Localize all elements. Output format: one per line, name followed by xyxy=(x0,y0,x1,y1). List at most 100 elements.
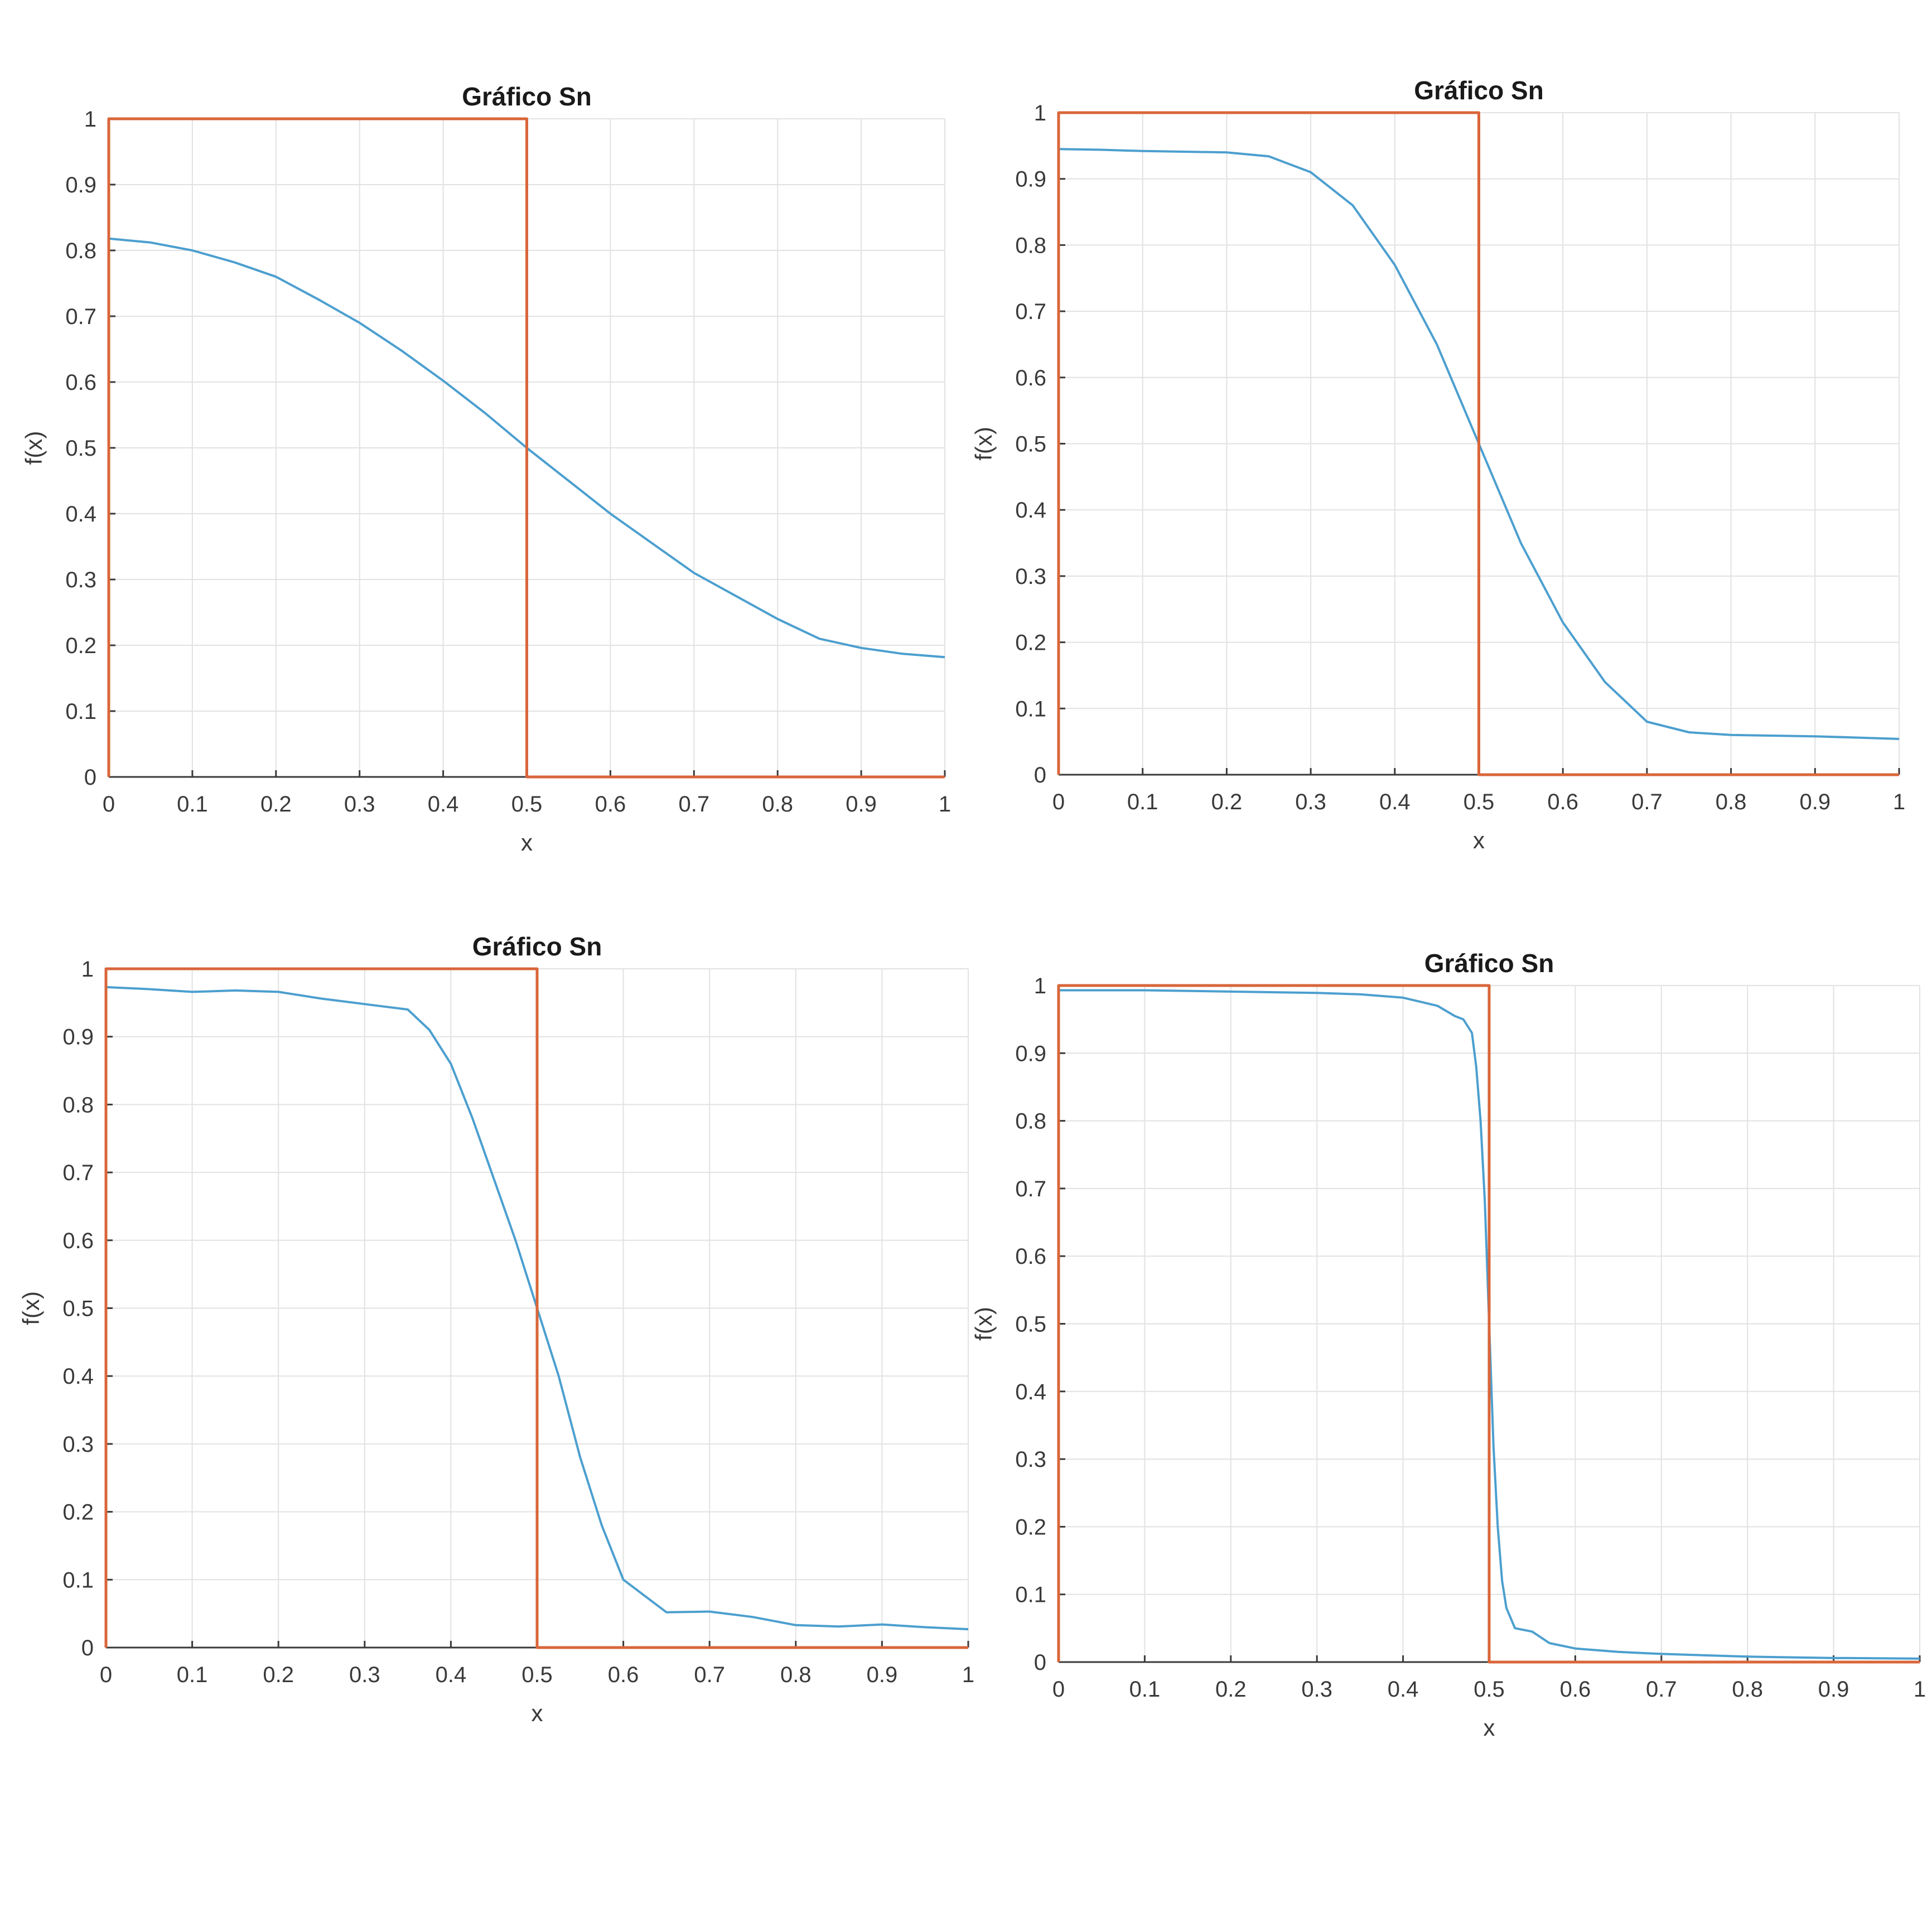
chart-panel-bottom-left: 0 0.1 0.2 0.3 0.4 0.5 0.6 0.7 0.8 0.9 1 0 0.1 0.2 0.3 0… xyxy=(18,932,974,1726)
chart1-x-tick-label-10: 1 xyxy=(939,792,951,817)
chart2-x-tick-label-6: 0.6 xyxy=(1547,790,1578,814)
chart4-x-tick-label-0: 0 xyxy=(1052,1677,1065,1702)
chart2-x-tick-label-9: 0.9 xyxy=(1799,790,1830,814)
chart4-y-axis-label: f(x) xyxy=(970,1307,997,1341)
chart1-x-tick-label-1: 0.1 xyxy=(177,792,208,817)
chart4-x-tick-label-8: 0.8 xyxy=(1732,1677,1763,1702)
chart2-y-tick-label-0: 0 xyxy=(1034,763,1046,788)
chart3-x-tick-label-2: 0.2 xyxy=(263,1663,294,1687)
chart4-x-axis-label: x xyxy=(1484,1714,1495,1741)
chart3-y-tick-label-2: 0.2 xyxy=(62,1500,94,1525)
chart2-x-tick-label-2: 0.2 xyxy=(1211,790,1243,814)
chart3-x-tick-label-9: 0.9 xyxy=(867,1663,898,1687)
chart3-y-tick-label-6: 0.6 xyxy=(62,1229,94,1253)
chart3-approximation-line xyxy=(105,986,969,1631)
chart2-y-tick-label-6: 0.6 xyxy=(1015,366,1046,390)
chart2-y-tick-label-10: 1 xyxy=(1034,101,1046,125)
chart3-y-tick-label-8: 0.8 xyxy=(62,1093,94,1117)
chart2-y-tick-label-3: 0.3 xyxy=(1015,564,1046,589)
chart1-step-function-line xyxy=(107,117,945,779)
chart1-y-tick-label-5: 0.5 xyxy=(65,436,96,461)
chart3-x-tick-label-5: 0.5 xyxy=(521,1663,553,1687)
chart2-y-tick-label-2: 0.2 xyxy=(1015,631,1046,655)
chart4-y-tick-label-5: 0.5 xyxy=(1015,1312,1046,1337)
chart3-y-tick-label-0: 0 xyxy=(81,1636,94,1660)
chart1-y-tick-label-3: 0.3 xyxy=(65,568,96,592)
chart2-y-axis-label: f(x) xyxy=(970,427,997,461)
chart2-step-function-line xyxy=(1057,111,1899,776)
chart2-x-tick-label-10: 1 xyxy=(1893,790,1905,814)
chart2-y-tick-label-5: 0.5 xyxy=(1015,432,1046,457)
chart1-y-tick-label-2: 0.2 xyxy=(65,634,96,658)
chart2-x-tick-label-3: 0.3 xyxy=(1295,790,1326,814)
chart1-x-tick-label-3: 0.3 xyxy=(344,792,375,817)
chart4-step-function-line xyxy=(1057,984,1920,1664)
chart1-y-tick-label-9: 0.9 xyxy=(65,173,96,197)
chart4-approximation-line xyxy=(1059,989,1920,1660)
chart3-y-tick-label-1: 0.1 xyxy=(62,1568,94,1592)
chart1-x-tick-label-0: 0 xyxy=(103,792,115,817)
chart4-y-tick-label-6: 0.6 xyxy=(1015,1244,1046,1269)
chart1-x-tick-label-9: 0.9 xyxy=(846,792,877,817)
chart4-x-tick-label-9: 0.9 xyxy=(1818,1677,1849,1702)
chart2-x-tick-label-0: 0 xyxy=(1052,790,1065,814)
chart-panel-bottom-right: 0 0.1 0.2 0.3 0.4 0.5 0.6 0.7 0.8 0.9 1 0 0.1 0.2 0.3 0… xyxy=(970,949,1926,1741)
chart1-y-tick-label-4: 0.4 xyxy=(65,502,96,527)
chart4-y-tick-label-8: 0.8 xyxy=(1015,1109,1046,1134)
chart1-y-tick-label-1: 0.1 xyxy=(65,699,96,724)
chart1-x-tick-label-4: 0.4 xyxy=(428,792,459,817)
chart3-x-tick-label-0: 0 xyxy=(100,1663,112,1687)
chart3-x-tick-label-4: 0.4 xyxy=(436,1663,467,1687)
chart4-y-tick-label-4: 0.4 xyxy=(1015,1380,1046,1404)
chart3-x-tick-label-10: 1 xyxy=(962,1663,974,1687)
chart3-x-tick-label-7: 0.7 xyxy=(694,1663,725,1687)
chart4-x-tick-label-7: 0.7 xyxy=(1646,1677,1677,1702)
chart1-y-tick-label-7: 0.7 xyxy=(65,305,96,329)
chart3-x-tick-label-1: 0.1 xyxy=(177,1663,208,1687)
chart2-y-tick-label-1: 0.1 xyxy=(1015,697,1046,721)
chart3-y-axis-label: f(x) xyxy=(18,1291,44,1325)
chart4-y-tick-label-9: 0.9 xyxy=(1015,1041,1046,1066)
chart3-y-tick-label-9: 0.9 xyxy=(62,1025,94,1050)
chart-panel-top-left: 0 0.1 0.2 0.3 0.4 0.5 0.6 0.7 0.8 0.9 1 0 0.1 0.2 0.3 0… xyxy=(21,82,951,856)
chart4-x-tick-label-2: 0.2 xyxy=(1215,1677,1247,1702)
chart3-y-tick-label-10: 1 xyxy=(81,957,94,982)
chart2-x-tick-label-4: 0.4 xyxy=(1379,790,1411,814)
chart1-x-tick-label-5: 0.5 xyxy=(511,792,543,817)
chart1-x-tick-label-6: 0.6 xyxy=(595,792,626,817)
chart3-y-tick-label-3: 0.3 xyxy=(62,1432,94,1457)
chart3-x-tick-label-8: 0.8 xyxy=(780,1663,812,1687)
chart1-y-tick-label-10: 1 xyxy=(84,107,96,132)
chart2-x-tick-label-7: 0.7 xyxy=(1631,790,1663,814)
chart2-x-tick-label-8: 0.8 xyxy=(1716,790,1747,814)
chart1-x-tick-label-2: 0.2 xyxy=(260,792,292,817)
chart1-x-tick-label-8: 0.8 xyxy=(762,792,793,817)
chart1-title: Gráfico Sn xyxy=(462,82,592,111)
chart1-y-tick-label-8: 0.8 xyxy=(65,239,96,263)
chart4-x-tick-label-1: 0.1 xyxy=(1129,1677,1161,1702)
chart4-y-tick-label-0: 0 xyxy=(1034,1650,1046,1675)
chart2-y-tick-label-7: 0.7 xyxy=(1015,300,1046,324)
chart3-x-axis-label: x xyxy=(532,1700,543,1726)
chart2-x-tick-label-1: 0.1 xyxy=(1127,790,1158,814)
chart3-y-tick-label-5: 0.5 xyxy=(62,1297,94,1321)
chart1-x-tick-label-7: 0.7 xyxy=(678,792,709,817)
chart4-y-tick-label-3: 0.3 xyxy=(1015,1447,1046,1472)
chart2-y-tick-label-8: 0.8 xyxy=(1015,233,1046,258)
chart2-title: Gráfico Sn xyxy=(1414,76,1544,105)
chart4-x-tick-label-3: 0.3 xyxy=(1301,1677,1332,1702)
chart4-x-tick-label-6: 0.6 xyxy=(1560,1677,1591,1702)
chart2-x-tick-label-5: 0.5 xyxy=(1464,790,1495,814)
chart-panel-top-right: 0 0.1 0.2 0.3 0.4 0.5 0.6 0.7 0.8 0.9 1 0 0.1 0.2 0.3 0… xyxy=(970,76,1905,853)
chart4-y-tick-label-7: 0.7 xyxy=(1015,1177,1046,1201)
chart4-title: Gráfico Sn xyxy=(1424,949,1554,978)
chart4-y-tick-label-2: 0.2 xyxy=(1015,1515,1046,1539)
chart2-y-tick-label-9: 0.9 xyxy=(1015,167,1046,192)
chart4-x-tick-label-10: 1 xyxy=(1914,1677,1926,1702)
chart3-y-tick-label-7: 0.7 xyxy=(62,1161,94,1185)
chart3-x-tick-label-6: 0.6 xyxy=(608,1663,639,1687)
chart1-y-tick-label-6: 0.6 xyxy=(65,370,96,395)
chart1-y-tick-label-0: 0 xyxy=(84,765,96,790)
